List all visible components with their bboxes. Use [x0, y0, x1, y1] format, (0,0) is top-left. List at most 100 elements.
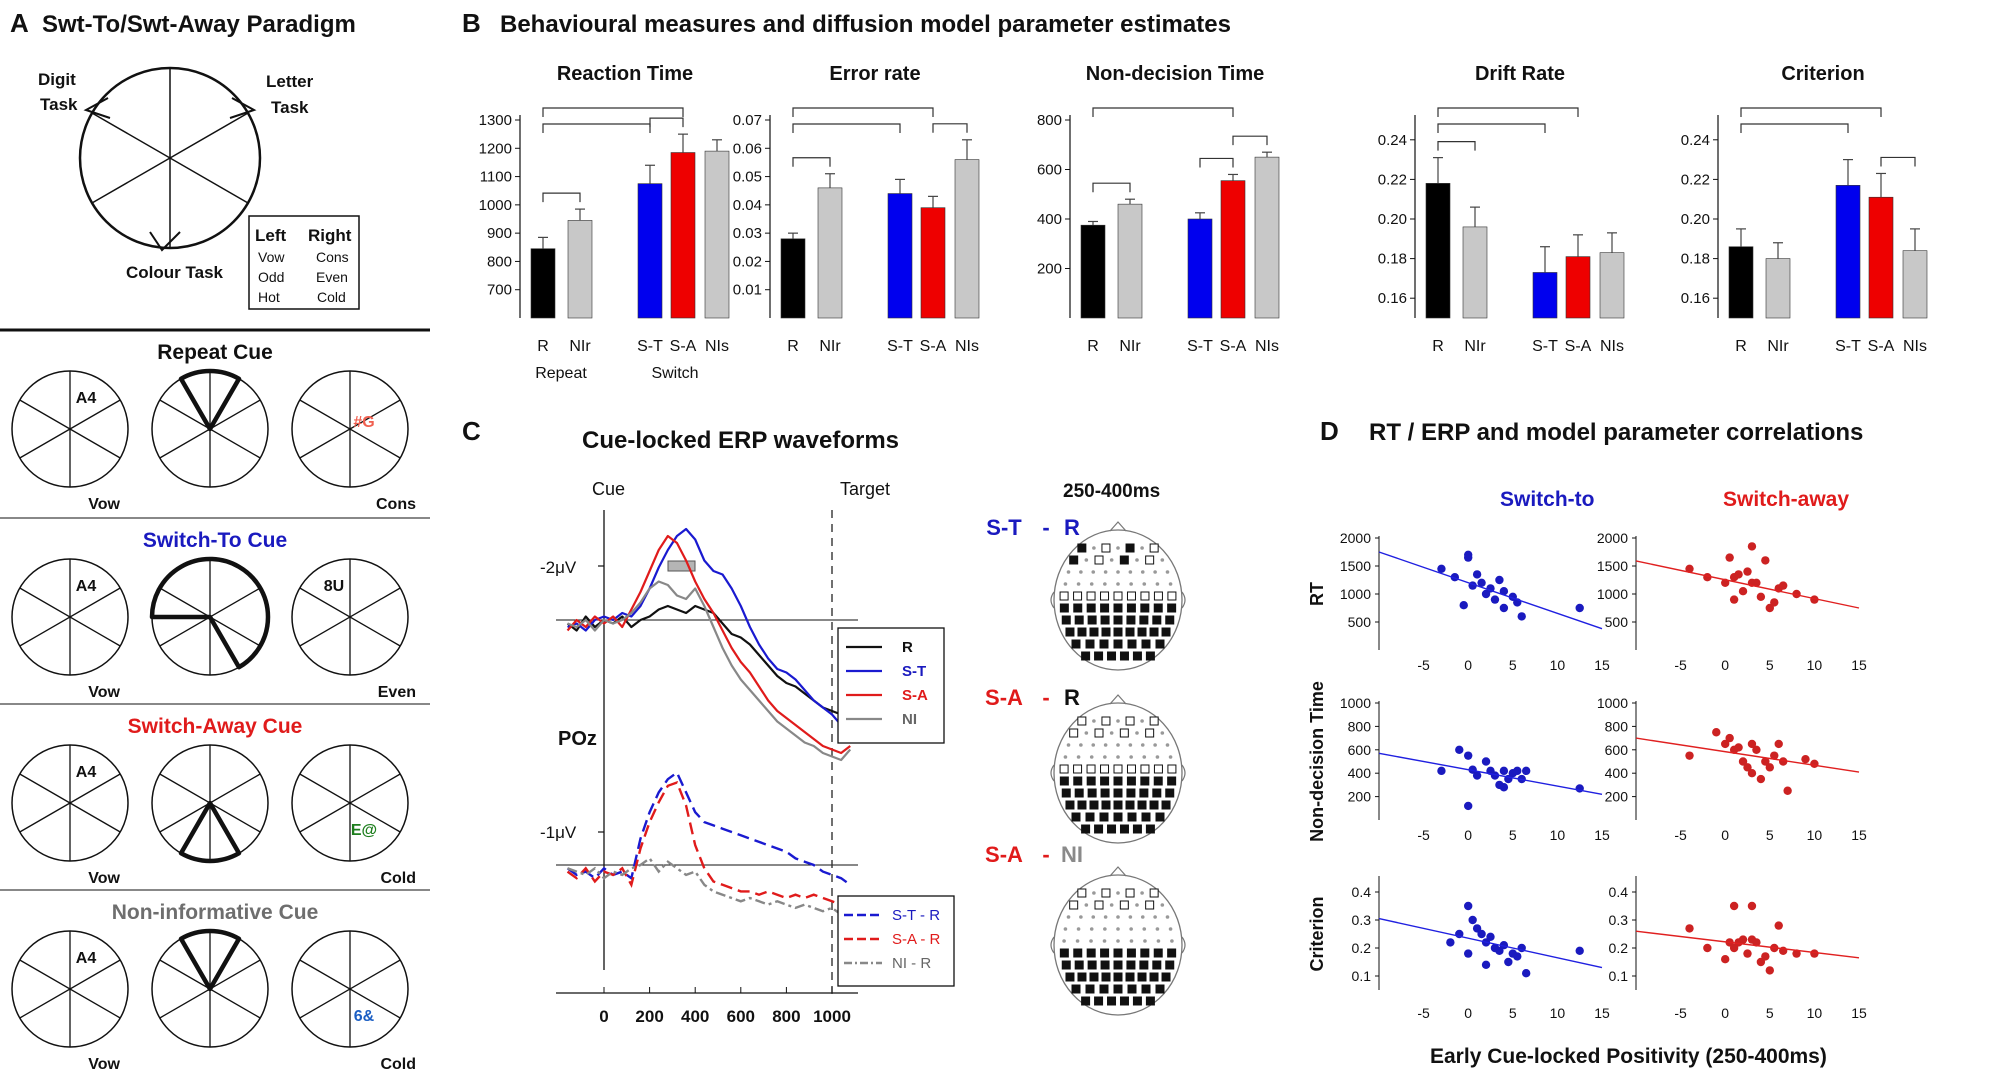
electrode-significant — [1060, 604, 1069, 613]
topo-dash: - — [1042, 515, 1049, 540]
electrode-dot — [1116, 743, 1120, 747]
electrode-significant — [1141, 813, 1150, 822]
electrode-significant — [1140, 777, 1149, 786]
electrode-dot — [1129, 927, 1133, 931]
topo-map: S-A - R — [985, 685, 1185, 843]
electrode-significant — [1107, 997, 1116, 1006]
scatter-plot: 2004006008001000-5 0 5 10 15 — [1597, 695, 1867, 843]
electrode-significant — [1120, 997, 1129, 1006]
electrode-significant — [1140, 604, 1149, 613]
legend-label: S-A — [902, 687, 928, 704]
electrode-marker — [1101, 592, 1109, 600]
scatter-x-tick-label: 10 — [1807, 1005, 1823, 1021]
scatter-y-tick-label: 0.4 — [1609, 884, 1629, 900]
electrode-dot — [1076, 939, 1080, 943]
electrode-marker — [1078, 889, 1086, 897]
electrode-marker — [1087, 592, 1095, 600]
category-label: NIs — [1903, 338, 1927, 355]
electrode-dot — [1116, 570, 1120, 574]
y-tick-label: 0.05 — [733, 169, 762, 186]
scatter-y-tick-label: 0.1 — [1609, 968, 1629, 984]
electrode-significant — [1152, 961, 1161, 970]
electrode-marker — [1126, 889, 1134, 897]
scatter-point — [1500, 604, 1508, 612]
bar — [888, 194, 912, 318]
bar — [1221, 181, 1245, 318]
scatter-point — [1739, 935, 1747, 943]
electrode-significant — [1101, 973, 1110, 982]
electrode-marker — [1102, 889, 1110, 897]
scatter-x-tick-label: 15 — [1851, 657, 1867, 673]
bar — [1869, 197, 1893, 318]
y-tick-label: 700 — [487, 282, 512, 299]
electrode-marker — [1127, 592, 1135, 600]
electrode-significant — [1087, 777, 1096, 786]
scatter-y-tick-label: 1000 — [1340, 586, 1371, 602]
electrode-significant — [1101, 961, 1110, 970]
electrode-dot — [1169, 927, 1173, 931]
electrode-significant — [1089, 628, 1098, 637]
scatter-point — [1761, 952, 1769, 960]
electrode-significant — [1155, 985, 1164, 994]
scatter-point — [1730, 902, 1738, 910]
electrode-dot — [1077, 927, 1081, 931]
bar — [1533, 272, 1557, 318]
significance-bracket — [543, 193, 580, 202]
scatter-point — [1495, 576, 1503, 584]
significance-bracket — [1233, 136, 1267, 145]
scatter-point — [1685, 751, 1693, 759]
scatter-y-tick-label: 1000 — [1597, 586, 1628, 602]
electrode-significant — [1088, 789, 1097, 798]
electrode-significant — [1139, 616, 1148, 625]
electrode-significant — [1077, 973, 1086, 982]
electrode-significant — [1087, 949, 1096, 958]
bar — [1729, 247, 1753, 318]
scatter-point — [1712, 728, 1720, 736]
scatter-point — [1464, 902, 1472, 910]
scatter-y-tick-label: 200 — [1348, 789, 1372, 805]
electrode-significant — [1162, 973, 1171, 982]
bar — [1836, 185, 1860, 318]
panel-c-title: Cue-locked ERP waveforms — [582, 427, 899, 454]
scatter-point — [1748, 769, 1756, 777]
electrode-dot — [1067, 570, 1071, 574]
category-label: S-T — [1187, 338, 1213, 355]
key-right-cons: Cons — [316, 249, 349, 265]
electrode-significant — [1114, 604, 1123, 613]
electrode-significant — [1167, 949, 1176, 958]
electrode-significant — [1100, 640, 1109, 649]
key-right-header: Right — [308, 226, 352, 245]
regression-line — [1379, 919, 1602, 968]
electrode-dot — [1110, 903, 1114, 907]
electrode-marker — [1114, 765, 1122, 773]
panel-d-title: RT / ERP and model parameter correlation… — [1369, 419, 1863, 446]
letter-task-label-2: Task — [271, 98, 309, 117]
electrode-dot — [1140, 546, 1144, 550]
electrode-dot — [1085, 731, 1089, 735]
electrode-marker — [1074, 592, 1082, 600]
electrode-significant — [1062, 961, 1071, 970]
electrode-significant — [1107, 825, 1116, 834]
scatter-y-tick-label: 0.3 — [1609, 912, 1629, 928]
col-title-switch-to: Switch-to — [1500, 488, 1595, 511]
electrode-significant — [1126, 973, 1135, 982]
scatter-point — [1757, 775, 1765, 783]
electrode-significant — [1094, 652, 1103, 661]
electrode-marker — [1146, 901, 1154, 909]
electrode-significant — [1155, 640, 1164, 649]
electrode-significant — [1141, 985, 1150, 994]
electrode-significant — [1141, 640, 1150, 649]
electrode-significant — [1146, 997, 1155, 1006]
scatter-x-tick-label: 5 — [1766, 1005, 1774, 1021]
scatter-point — [1743, 949, 1751, 957]
electrode-significant — [1101, 616, 1110, 625]
electrode-marker — [1120, 556, 1128, 564]
key-left-header: Left — [255, 226, 287, 245]
category-label: R — [1432, 338, 1444, 355]
category-label: NIs — [1255, 338, 1279, 355]
electrode-significant — [1073, 777, 1082, 786]
electrode-marker — [1060, 765, 1068, 773]
electrode-marker — [1168, 592, 1176, 600]
electrode-dot — [1153, 743, 1157, 747]
scatter-point — [1685, 924, 1693, 932]
